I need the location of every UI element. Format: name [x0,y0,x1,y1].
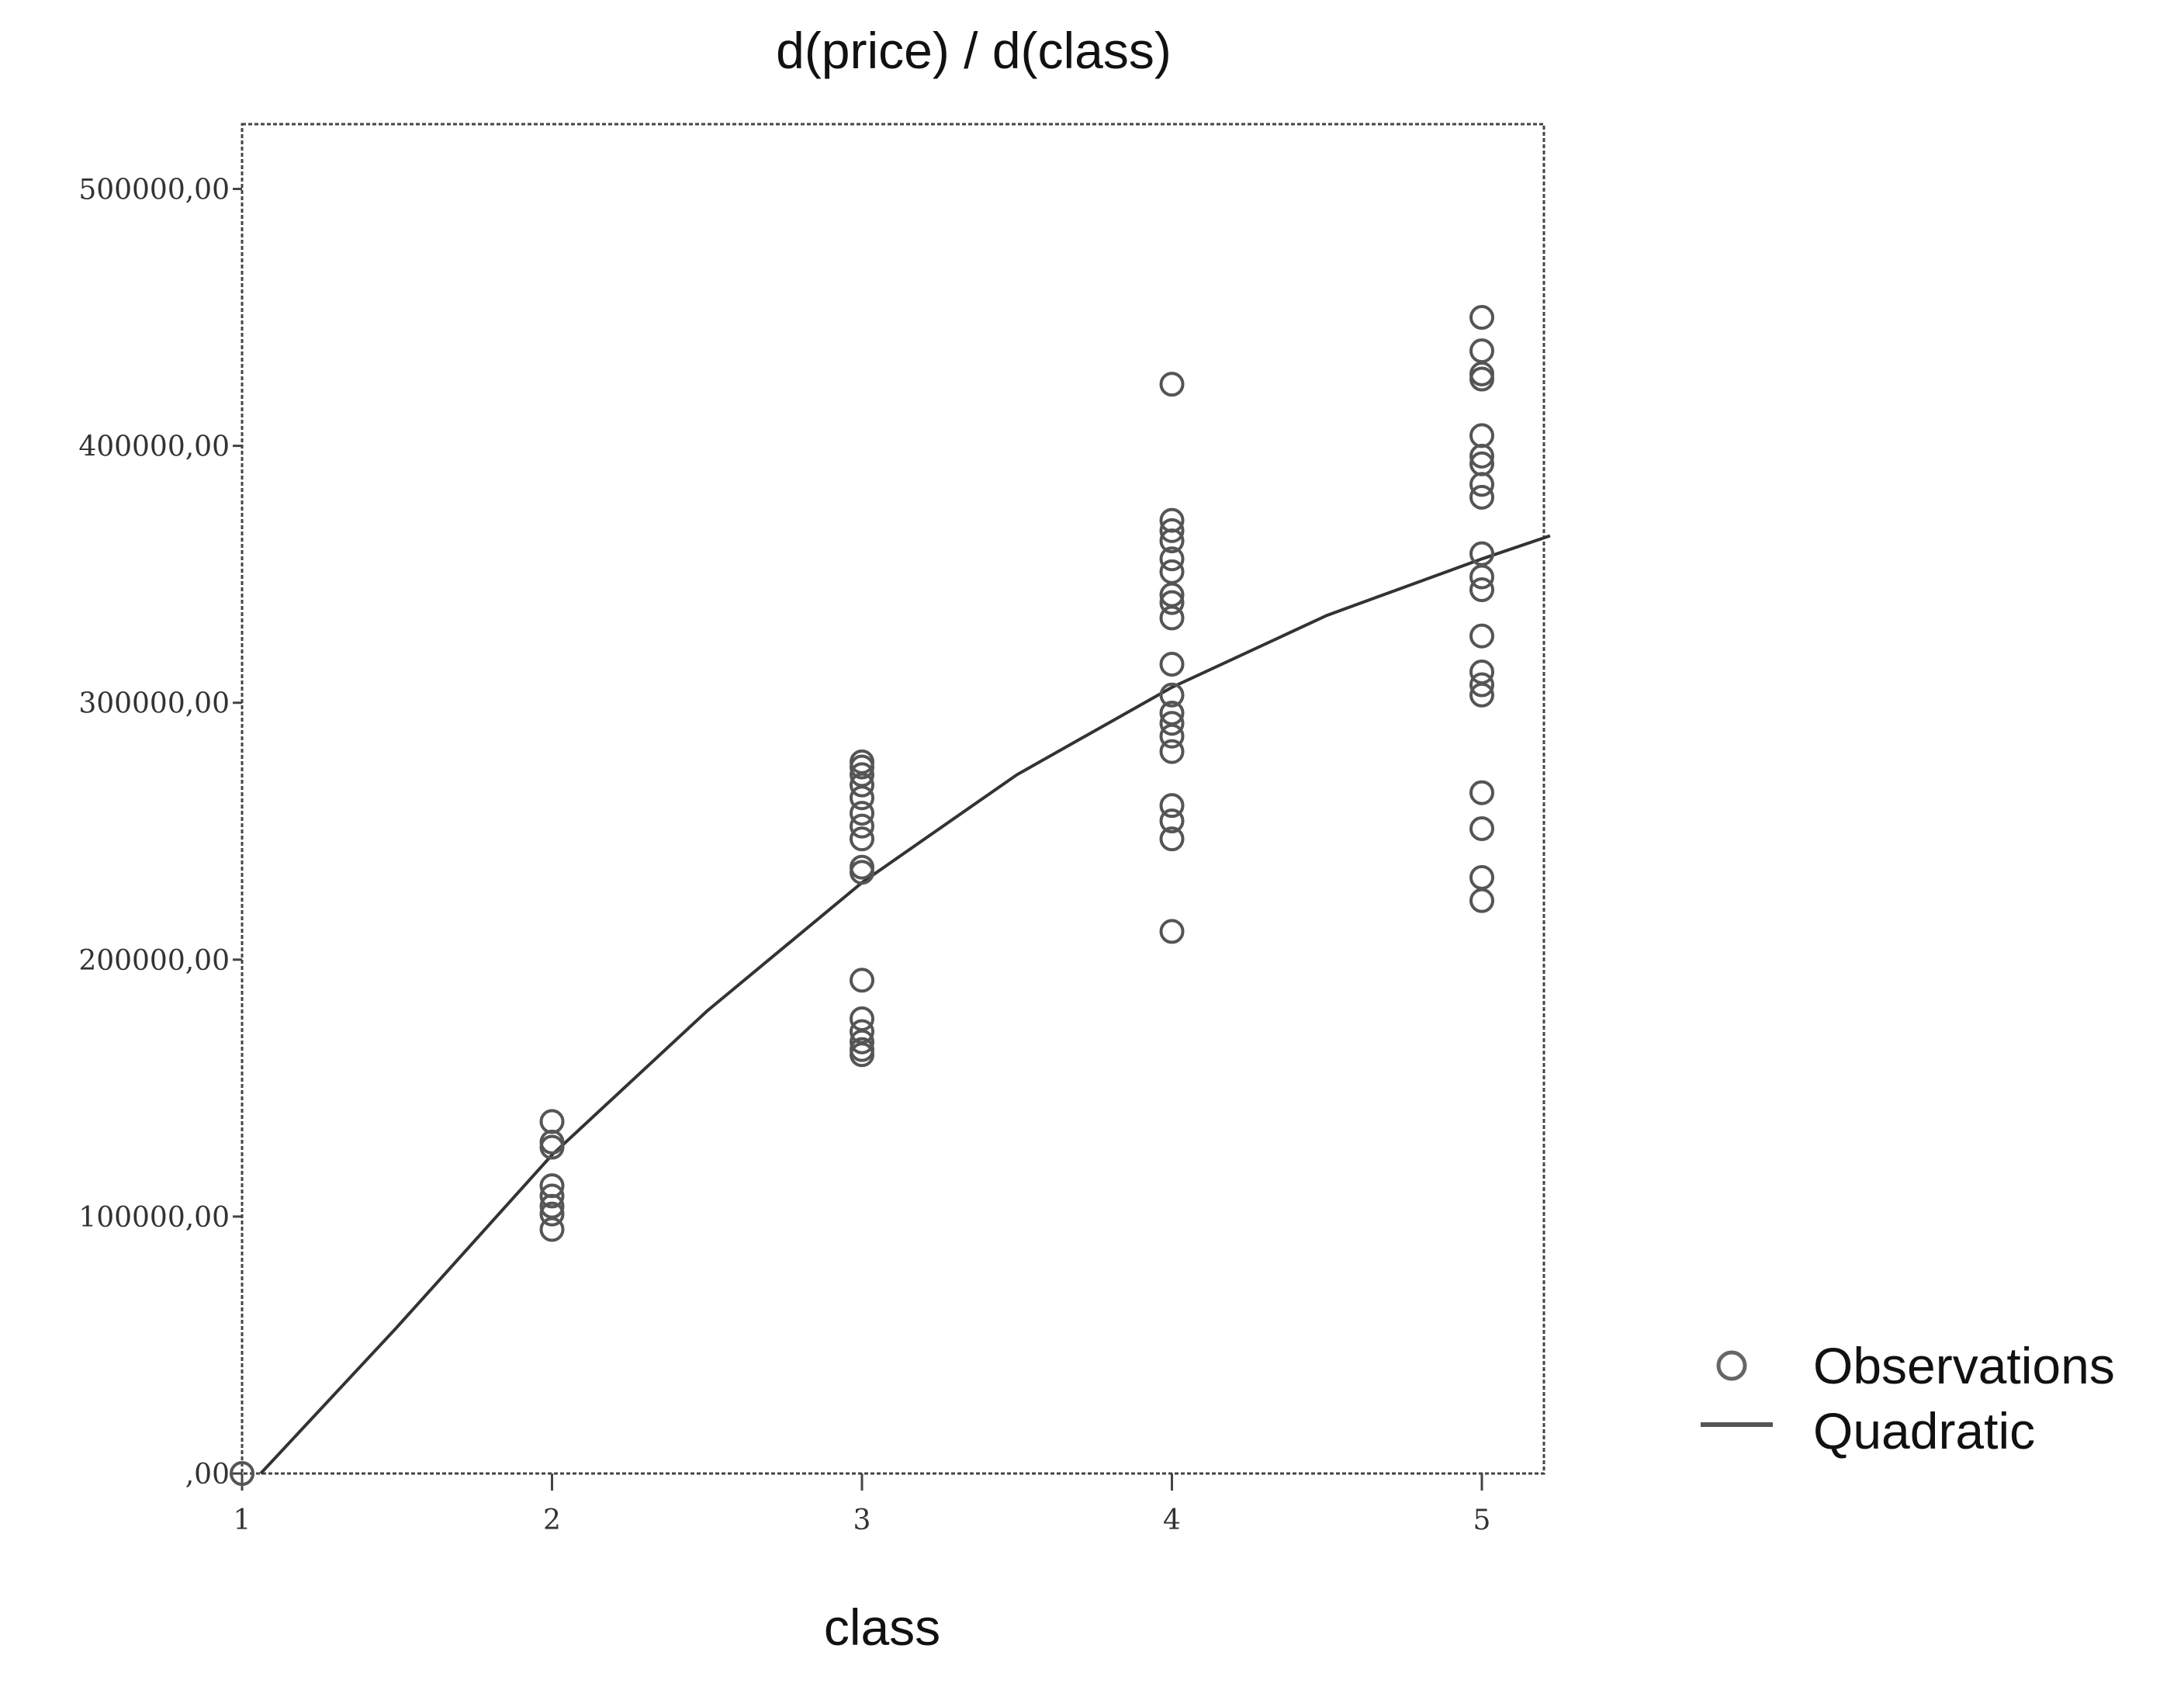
observation-point [1159,739,1185,764]
y-tick-label: 300000,00 [78,688,230,720]
plot-frame [241,123,1545,1475]
observation-point [850,813,874,839]
observation-point [1159,919,1185,944]
observation-point [1159,682,1185,708]
x-tick-label: 3 [853,1505,871,1536]
y-tick-label: 500000,00 [78,175,230,206]
legend: Observations Quadratic [1701,1337,2115,1460]
observation-point [1159,590,1185,615]
observation-points [230,305,1494,1486]
x-tick-label: 4 [1163,1505,1181,1536]
observation-point [850,826,874,852]
x-axis: 1 2 3 4 5 [234,1473,1491,1536]
observation-point [1469,864,1494,890]
observation-point [1469,623,1494,649]
observation-point [1159,826,1185,852]
observation-point [850,754,874,780]
observation-point [850,749,874,774]
y-tick-label: 100000,00 [78,1202,230,1234]
observation-point [850,772,874,798]
observation-point [1159,559,1185,584]
observation-point [1159,793,1185,819]
observation-point [1469,564,1494,590]
observation-point [850,785,874,811]
observation-point [850,968,874,993]
observation-point [850,860,874,885]
observation-point [850,801,874,826]
observation-point [1469,888,1494,913]
observation-point [1469,361,1494,386]
observation-point [1469,338,1494,364]
observation-point [1159,546,1185,572]
observation-point [1469,672,1494,698]
observation-point [1159,723,1185,749]
observation-point [539,1201,565,1227]
x-tick-label: 1 [234,1505,251,1536]
observation-point [539,1217,565,1242]
observation-point [539,1109,565,1134]
observation-point [1469,366,1494,392]
y-tick-label: 400000,00 [78,431,230,463]
observation-point [850,1042,874,1068]
legend-observations-label: Observations [1813,1337,2115,1394]
observation-point [1159,711,1185,736]
observation-point [1469,816,1494,841]
observation-point [1159,372,1185,397]
y-tick-label: ,00 [185,1459,230,1491]
observation-point [1159,652,1185,677]
chart-title: d(price) / d(class) [776,22,1172,79]
observation-point [539,1134,565,1160]
observation-point [1469,443,1494,469]
observation-point [539,1129,565,1155]
observation-point [1469,577,1494,603]
observation-point [850,854,874,880]
legend-quadratic-label: Quadratic [1813,1402,2035,1460]
observation-point [850,1029,874,1054]
observation-point [1469,484,1494,510]
y-axis: ,00 100000,00 200000,00 300000,00 400000,00 5… [78,175,242,1491]
observation-point [1159,518,1185,543]
observation-point [1159,605,1185,631]
observation-point [1469,780,1494,805]
x-tick-label: 5 [1473,1505,1491,1536]
quadratic-fit-line [259,534,1551,1475]
observation-point [1469,423,1494,448]
observation-point [230,1461,254,1486]
legend-observations-marker [1716,1350,1747,1381]
x-tick-label: 2 [543,1505,561,1536]
observation-point [1469,659,1494,684]
x-axis-title: class [824,1598,940,1656]
y-tick-label: 200000,00 [78,945,230,977]
observation-point [1469,541,1494,566]
observation-point [1469,472,1494,497]
observation-point [1469,305,1494,331]
observation-point [539,1183,565,1209]
observation-point [1159,809,1185,834]
observation-point [1159,528,1185,554]
observation-point [850,1006,874,1031]
observation-point [1469,682,1494,708]
